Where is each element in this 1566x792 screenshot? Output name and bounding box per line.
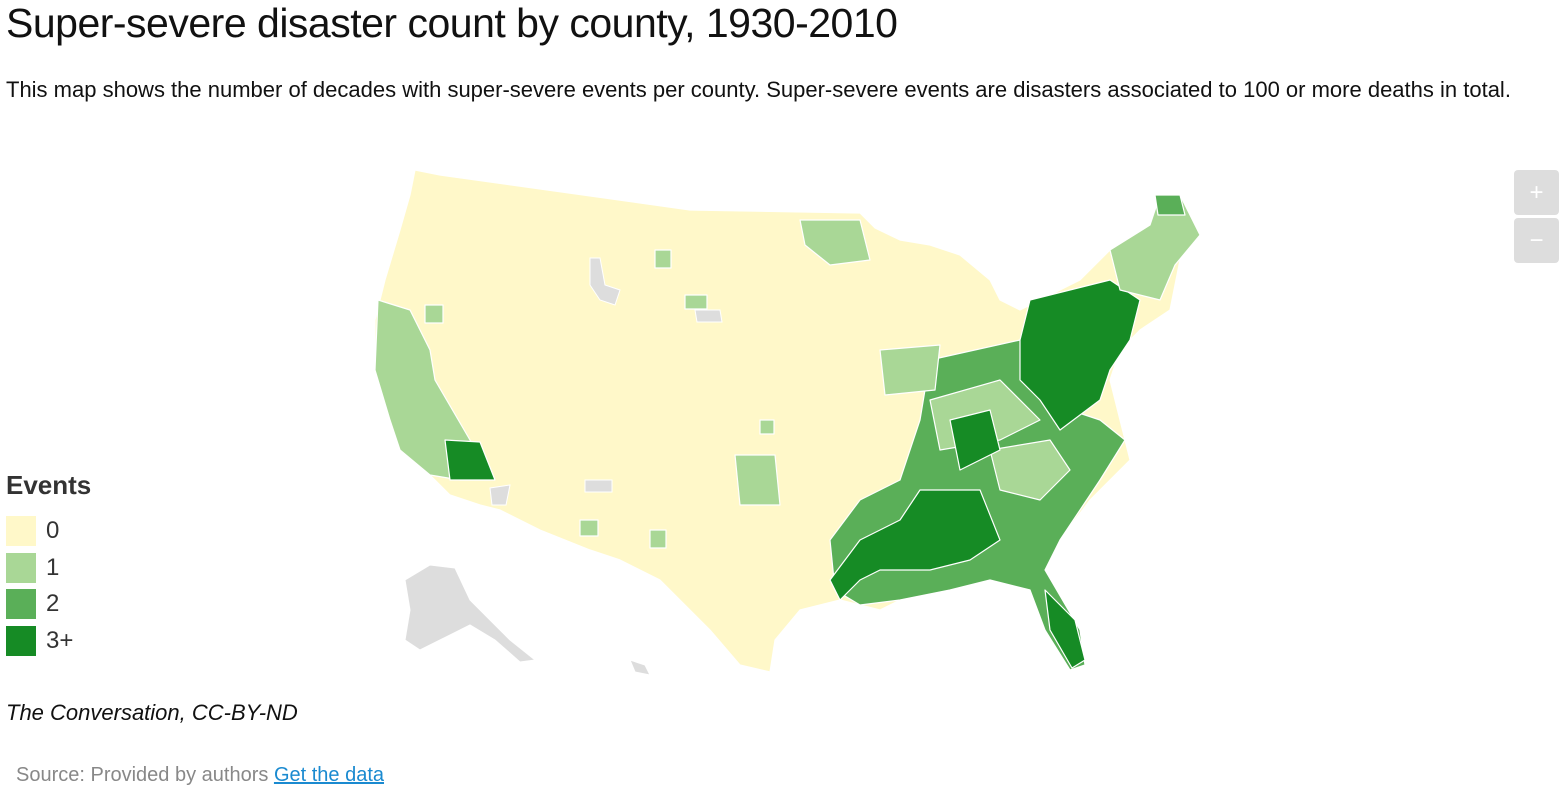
region <box>734 454 781 506</box>
region <box>1044 589 1086 669</box>
region <box>829 489 1001 601</box>
region <box>989 439 1071 501</box>
region <box>654 249 672 269</box>
legend-item: 2 <box>6 586 91 623</box>
source: Source: Provided by authors <box>16 764 269 786</box>
zoom-out-button[interactable]: − <box>1514 218 1559 263</box>
zoom-in-button[interactable]: + <box>1514 170 1559 215</box>
region <box>949 409 1001 471</box>
region <box>424 304 444 324</box>
region <box>649 529 667 549</box>
legend-label: 0 <box>46 517 60 545</box>
region <box>1019 279 1141 431</box>
title: Super-severe disaster count by county, 1… <box>6 0 898 46</box>
legend-item: 3+ <box>6 623 91 660</box>
region <box>759 419 775 435</box>
description: This map shows the number of decades wit… <box>6 77 1511 102</box>
legend-label: 2 <box>46 590 60 618</box>
region <box>444 439 496 481</box>
legend: Events 0 1 2 3+ <box>6 470 91 659</box>
region <box>684 294 708 310</box>
legend-title: Events <box>6 470 92 500</box>
region <box>879 344 941 396</box>
legend-label: 3+ <box>46 626 74 654</box>
region <box>1154 194 1186 216</box>
legend-items: 0 1 2 3+ <box>6 513 91 659</box>
legend-item: 1 <box>6 550 91 587</box>
data-link[interactable]: Get the data <box>273 764 385 786</box>
legend-item: 0 <box>6 513 91 550</box>
credit: The Conversation, CC-BY-ND <box>6 700 298 725</box>
legend-swatch <box>6 552 36 583</box>
region <box>1109 194 1201 301</box>
legend-label: 1 <box>46 553 60 581</box>
region <box>579 519 599 537</box>
legend-swatch <box>6 625 36 656</box>
unassigned <box>404 257 723 676</box>
legend-swatch <box>6 589 36 620</box>
legend-swatch <box>6 516 36 547</box>
region <box>799 219 871 266</box>
footer: Source: Provided by authors Get the data <box>16 764 384 787</box>
